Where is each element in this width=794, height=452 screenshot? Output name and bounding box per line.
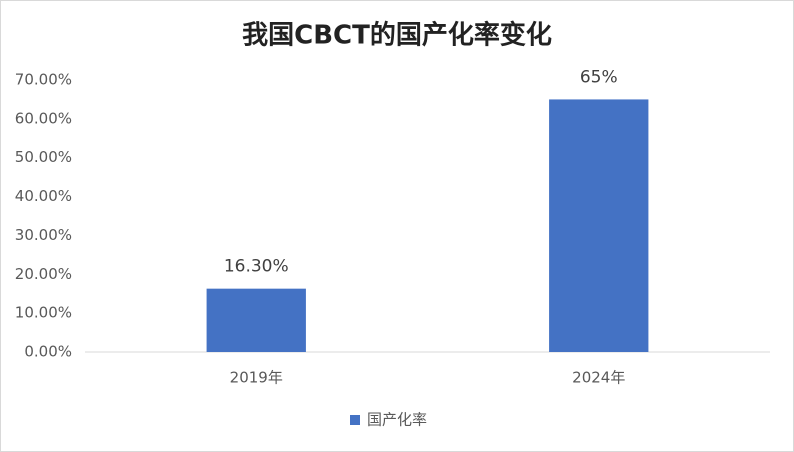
x-tick-label: 2024年	[572, 369, 625, 387]
bar	[206, 288, 306, 352]
legend-label: 国产化率	[367, 411, 427, 429]
legend-swatch	[350, 415, 360, 425]
y-tick-label: 60.00%	[15, 109, 72, 127]
y-tick-label: 0.00%	[24, 343, 72, 361]
y-tick-label: 20.00%	[15, 265, 72, 283]
chart-title: 我国CBCT的国产化率变化	[242, 20, 552, 51]
y-tick-label: 30.00%	[15, 226, 72, 244]
y-tick-label: 10.00%	[15, 304, 72, 322]
y-tick-label: 40.00%	[15, 187, 72, 205]
x-tick-label: 2019年	[230, 369, 283, 387]
bar	[549, 99, 649, 352]
y-tick-label: 70.00%	[15, 71, 72, 89]
data-label: 16.30%	[224, 257, 289, 277]
y-tick-label: 50.00%	[15, 148, 72, 166]
data-label: 65%	[580, 67, 618, 87]
